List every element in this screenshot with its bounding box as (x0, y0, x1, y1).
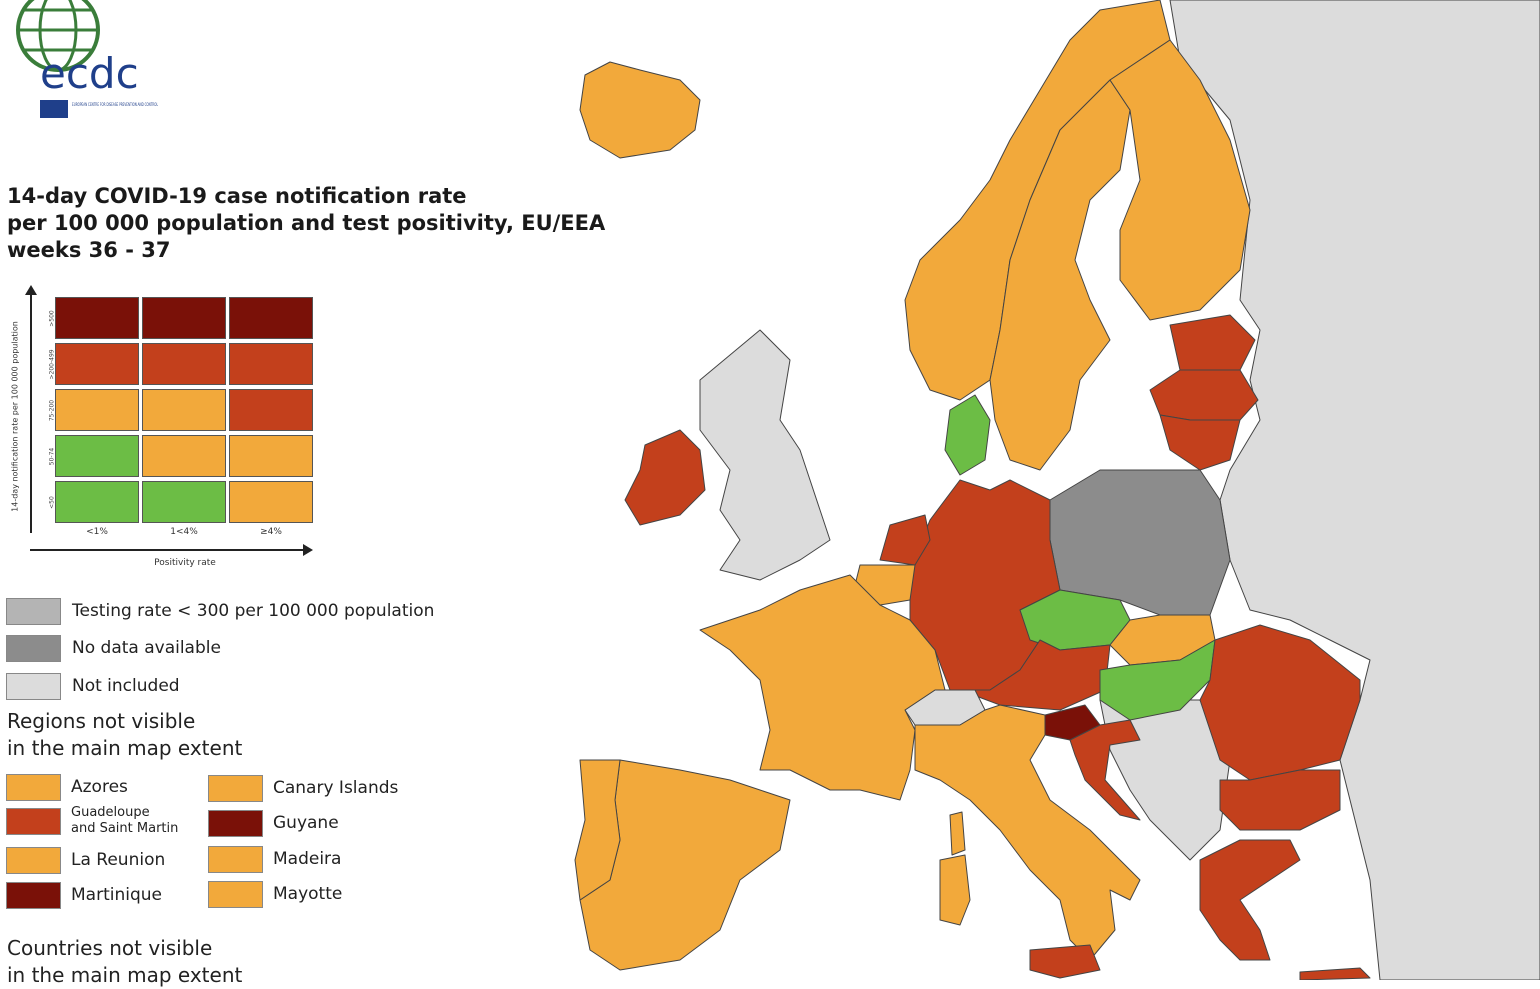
region-label: Guadeloupe and Saint Martin (71, 805, 178, 837)
matrix-cell (55, 481, 139, 523)
regions-title-line1: Regions not visible (7, 709, 196, 733)
rate-positivity-matrix: 14-day notification rate per 100 000 pop… (5, 285, 325, 575)
positivity-band-label: ≥4% (260, 527, 282, 537)
region-iceland (579, 61, 701, 159)
x-axis-arrow-icon (30, 544, 313, 556)
region-sweden (989, 79, 1131, 471)
region-sardinia (939, 854, 971, 926)
legend-no-data: No data available (6, 634, 221, 662)
legend-not-included: Not included (6, 672, 180, 700)
region-swatch (6, 846, 61, 874)
region-romania (1199, 624, 1361, 781)
legend-label: Not included (72, 676, 180, 696)
region-bulgaria (1219, 769, 1341, 831)
region-item-madeira: Madeira (208, 844, 341, 874)
eu-flag-icon (40, 100, 68, 118)
logo-text: ecdc (40, 49, 139, 98)
matrix-cell (142, 297, 226, 339)
legend-swatch (6, 634, 61, 662)
legend-label: Testing rate < 300 per 100 000 populatio… (72, 601, 435, 621)
region-finland (1109, 39, 1251, 321)
map-title-line2: per 100 000 population and test positivi… (7, 211, 606, 235)
legend-swatch (6, 597, 61, 625)
region-swatch (6, 773, 61, 801)
matrix-cell (142, 481, 226, 523)
region-netherlands (879, 514, 931, 566)
regions-title-line2: in the main map extent (7, 736, 243, 760)
countries-title-line1: Countries not visible (7, 936, 213, 960)
region-swatch (6, 807, 61, 835)
region-greece (1199, 839, 1301, 961)
region-item-mayotte: Mayotte (208, 879, 342, 909)
map-title-line1: 14-day COVID-19 case notification rate (7, 184, 467, 208)
region-portugal (574, 759, 621, 901)
matrix-cell (142, 343, 226, 385)
matrix-cell (55, 435, 139, 477)
countries-title-line2: in the main map extent (7, 963, 243, 987)
region-label: Guyane (273, 812, 339, 833)
region-item-guyane: Guyane (208, 808, 339, 838)
matrix-cell (55, 389, 139, 431)
matrix-cell (229, 343, 313, 385)
positivity-band-label: <1% (86, 527, 108, 537)
region-croatia (1069, 719, 1141, 821)
matrix-cell (55, 297, 139, 339)
region-label: Martinique (71, 884, 162, 905)
region-item-la-reunion: La Reunion (6, 845, 165, 875)
region-crete (1299, 967, 1371, 980)
region-latvia (1149, 369, 1259, 421)
region-italy (914, 704, 1141, 961)
region-item-guadeloupe: Guadeloupe and Saint Martin (6, 805, 178, 837)
region-item-canary-islands: Canary Islands (208, 773, 398, 803)
region-corsica (949, 811, 966, 856)
map-title-line3: weeks 36 - 37 (7, 238, 171, 262)
matrix-x-axis-label: Positivity rate (154, 558, 216, 568)
region-swatch (208, 880, 263, 908)
region-estonia (1169, 314, 1256, 371)
logo-subtitle: EUROPEAN CENTRE FOR DISEASE PREVENTION A… (72, 102, 158, 108)
region-austria (959, 639, 1111, 711)
matrix-cell (229, 481, 313, 523)
matrix-cell (229, 435, 313, 477)
region-swatch (6, 881, 61, 909)
region-swatch (208, 774, 263, 802)
positivity-band-label: 1<4% (170, 527, 198, 537)
y-axis-arrow-icon (25, 285, 37, 533)
region-label: Azores (71, 776, 128, 797)
regions-title: Regions not visible in the main map exte… (7, 708, 242, 762)
region-uk (699, 329, 831, 581)
map-title: 14-day COVID-19 case notification rate p… (7, 183, 605, 264)
ecdc-logo: ecdc EUROPEAN CENTRE FOR DISEASE PREVENT… (16, 0, 158, 118)
region-label: Mayotte (273, 883, 343, 904)
countries-title: Countries not visible in the main map ex… (7, 935, 242, 989)
matrix-cell (142, 389, 226, 431)
region-ireland (624, 429, 706, 526)
globe-icon (16, 0, 100, 72)
legend-label: No data available (72, 638, 221, 658)
region-label: La Reunion (71, 849, 166, 870)
region-item-azores: Azores (6, 772, 128, 802)
region-item-martinique: Martinique (6, 880, 162, 910)
matrix-cell (55, 343, 139, 385)
matrix-y-axis-label: 14-day notification rate per 100 000 pop… (10, 321, 20, 512)
legend-testing-low: Testing rate < 300 per 100 000 populatio… (6, 597, 434, 625)
region-label-line1: Guadeloupe (71, 805, 150, 820)
region-label: Madeira (273, 848, 342, 869)
legend-swatch (6, 672, 61, 700)
matrix-cell (142, 435, 226, 477)
region-swatch (208, 809, 263, 837)
region-lithuania (1159, 414, 1241, 471)
matrix-cell (229, 297, 313, 339)
region-label-line2: and Saint Martin (71, 821, 179, 836)
region-denmark (944, 394, 991, 476)
region-sicily (1029, 944, 1101, 979)
region-east (1169, 0, 1540, 980)
region-france (699, 574, 946, 801)
region-label: Canary Islands (273, 777, 399, 798)
matrix-cell (229, 389, 313, 431)
region-swatch (208, 845, 263, 873)
